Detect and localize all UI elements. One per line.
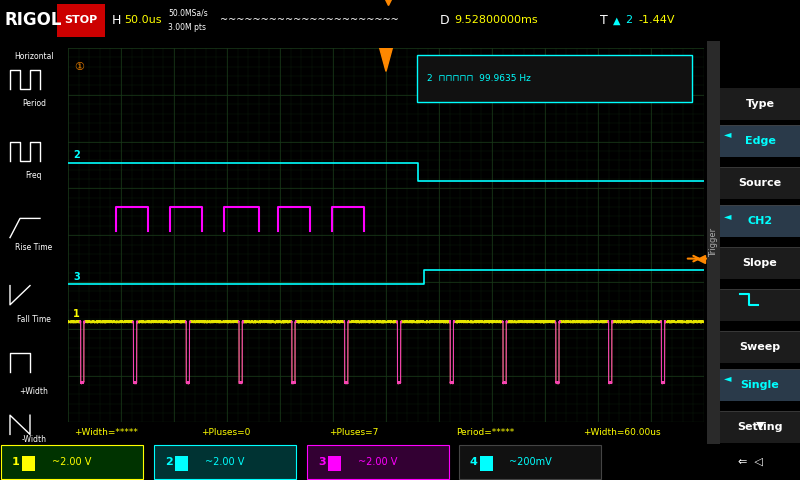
- FancyBboxPatch shape: [720, 247, 800, 279]
- Text: Sweep: Sweep: [739, 342, 781, 352]
- Text: 50.0MSa/s: 50.0MSa/s: [168, 9, 208, 18]
- Text: 3: 3: [73, 272, 80, 282]
- Text: RIGOL: RIGOL: [4, 12, 62, 29]
- FancyBboxPatch shape: [418, 55, 691, 102]
- FancyBboxPatch shape: [720, 332, 800, 363]
- Text: 2  ⊓⊓⊓⊓⊓  99.9635 Hz: 2 ⊓⊓⊓⊓⊓ 99.9635 Hz: [427, 74, 531, 83]
- FancyBboxPatch shape: [720, 205, 800, 237]
- Text: ▼: ▼: [756, 420, 764, 430]
- Text: Fall Time: Fall Time: [17, 315, 51, 324]
- Text: 1: 1: [12, 457, 20, 467]
- Text: -1.44V: -1.44V: [638, 15, 674, 25]
- Text: ~2.00 V: ~2.00 V: [52, 457, 92, 467]
- Text: 1: 1: [73, 310, 80, 320]
- FancyBboxPatch shape: [459, 445, 601, 479]
- Text: ~2.00 V: ~2.00 V: [358, 457, 398, 467]
- Text: STOP: STOP: [64, 15, 98, 25]
- Text: ①: ①: [74, 62, 84, 72]
- FancyBboxPatch shape: [1, 445, 143, 479]
- Text: ◄: ◄: [724, 130, 731, 140]
- Text: Setting: Setting: [738, 422, 783, 432]
- Text: -Width: -Width: [22, 435, 46, 444]
- Polygon shape: [380, 48, 392, 72]
- Text: ~2.00 V: ~2.00 V: [206, 457, 245, 467]
- Text: Period: Period: [22, 99, 46, 108]
- FancyBboxPatch shape: [720, 411, 800, 443]
- Text: T: T: [600, 14, 608, 27]
- Text: +Width: +Width: [19, 387, 49, 396]
- FancyBboxPatch shape: [327, 456, 341, 470]
- Text: Trigger: Trigger: [709, 228, 718, 257]
- Text: D: D: [440, 14, 450, 27]
- Text: H: H: [112, 14, 122, 27]
- Text: +Pluses=7: +Pluses=7: [329, 429, 378, 437]
- Text: ▲: ▲: [613, 15, 621, 25]
- FancyBboxPatch shape: [154, 445, 296, 479]
- Text: 3.00M pts: 3.00M pts: [168, 23, 206, 32]
- Text: 2: 2: [73, 150, 80, 160]
- Text: Type: Type: [746, 98, 774, 108]
- Text: Single: Single: [741, 380, 779, 390]
- Text: Source: Source: [738, 179, 782, 188]
- FancyBboxPatch shape: [720, 289, 800, 321]
- Text: ◄: ◄: [724, 211, 731, 221]
- Text: Period=*****: Period=*****: [456, 429, 514, 437]
- Text: Edge: Edge: [745, 136, 775, 146]
- Text: 3: 3: [318, 457, 326, 467]
- FancyBboxPatch shape: [720, 369, 800, 401]
- Text: +Width=60.00us: +Width=60.00us: [583, 429, 661, 437]
- Text: 9.52800000ms: 9.52800000ms: [454, 15, 538, 25]
- Text: CH2: CH2: [747, 216, 773, 226]
- Text: ~~~~~~~~~~~~~~~~~~~~~~: ~~~~~~~~~~~~~~~~~~~~~~: [220, 15, 398, 25]
- FancyBboxPatch shape: [57, 4, 105, 36]
- Text: Freq: Freq: [26, 171, 42, 180]
- Text: ◄: ◄: [724, 373, 731, 384]
- FancyBboxPatch shape: [720, 168, 800, 199]
- FancyBboxPatch shape: [307, 445, 449, 479]
- Text: 50.0us: 50.0us: [124, 15, 162, 25]
- FancyBboxPatch shape: [720, 125, 800, 157]
- Text: +Pluses=0: +Pluses=0: [202, 429, 251, 437]
- Text: Rise Time: Rise Time: [15, 243, 53, 252]
- FancyBboxPatch shape: [720, 88, 800, 120]
- Text: 4: 4: [470, 457, 478, 467]
- Text: Horizontal: Horizontal: [14, 52, 54, 61]
- FancyBboxPatch shape: [707, 41, 720, 444]
- FancyBboxPatch shape: [174, 456, 187, 470]
- Text: 2: 2: [165, 457, 173, 467]
- Text: 2: 2: [625, 15, 632, 25]
- Text: +Width=*****: +Width=*****: [74, 429, 138, 437]
- Text: Slope: Slope: [742, 258, 778, 268]
- Text: ⇐  ◁: ⇐ ◁: [738, 457, 762, 467]
- FancyBboxPatch shape: [479, 456, 493, 470]
- FancyBboxPatch shape: [22, 456, 34, 470]
- Text: ~200mV: ~200mV: [509, 457, 551, 467]
